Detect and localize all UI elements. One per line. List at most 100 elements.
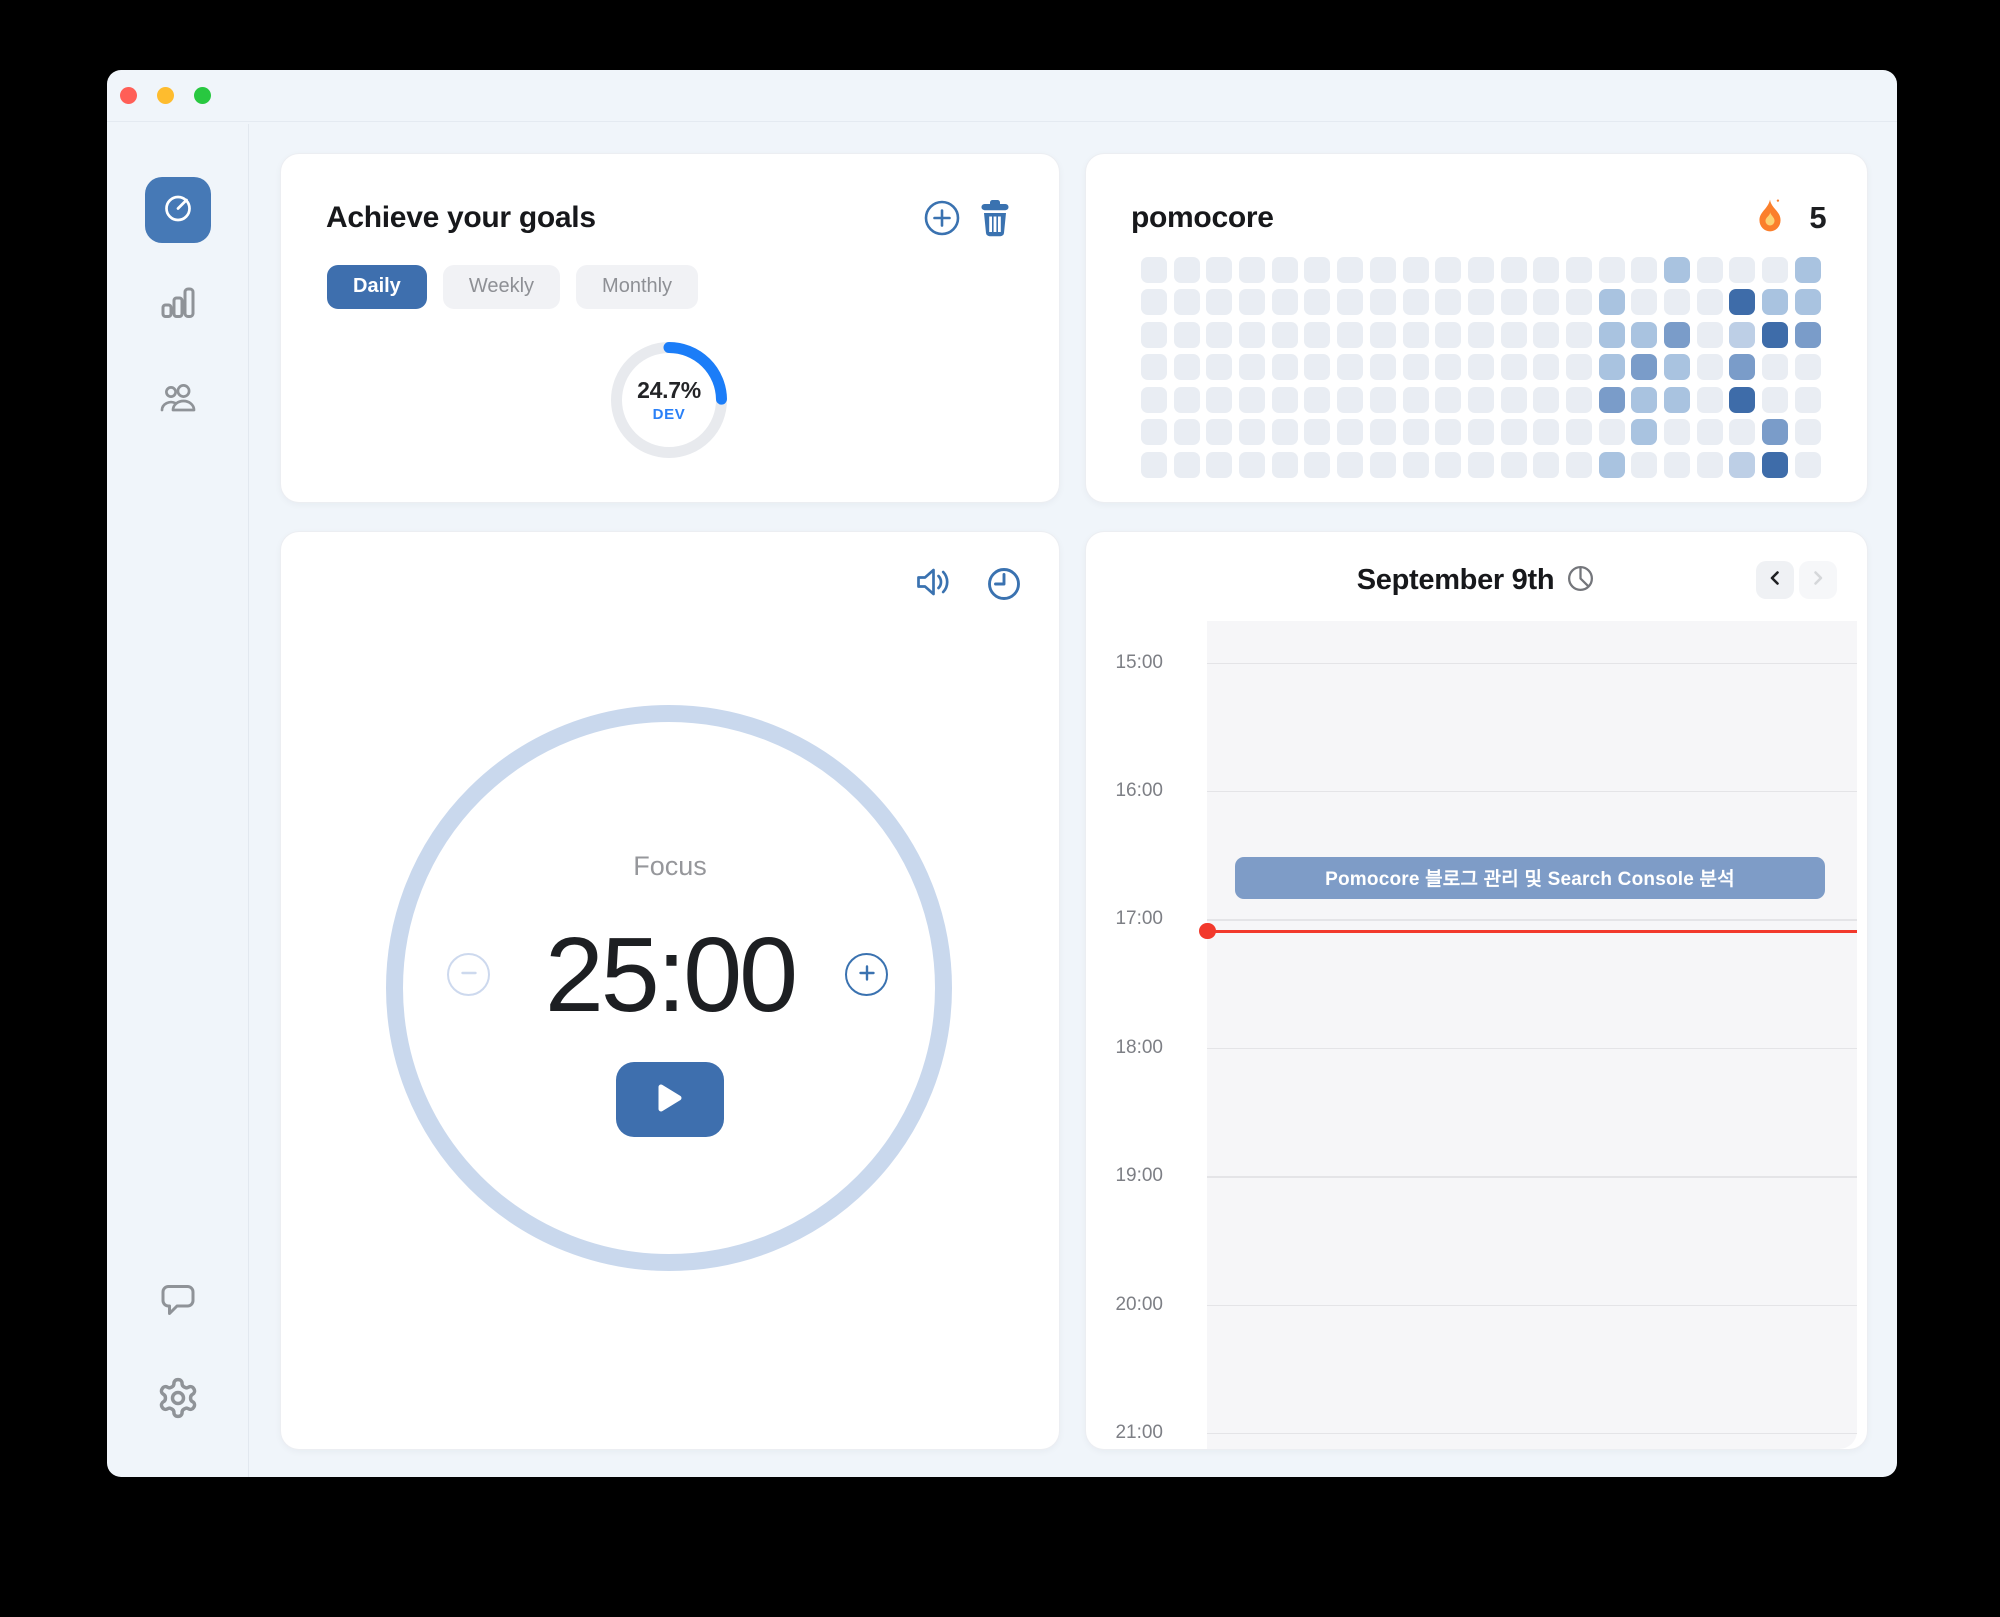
heatmap-cell bbox=[1239, 386, 1266, 413]
increase-time-button[interactable] bbox=[845, 952, 888, 996]
heatmap-cell bbox=[1435, 386, 1462, 413]
heatmap-cell bbox=[1533, 321, 1560, 348]
timer-history-button[interactable] bbox=[985, 565, 1023, 603]
stopwatch-icon bbox=[160, 189, 196, 230]
heatmap-cell bbox=[1435, 354, 1462, 381]
heatmap-cell bbox=[1631, 452, 1658, 479]
decrease-time-button[interactable] bbox=[447, 952, 490, 996]
next-day-button[interactable] bbox=[1799, 560, 1837, 599]
heatmap-cell bbox=[1500, 419, 1527, 446]
heatmap-cell bbox=[1304, 289, 1331, 316]
plus-icon bbox=[857, 963, 877, 986]
heatmap-cell bbox=[1762, 321, 1789, 348]
sidebar-item-timer[interactable] bbox=[144, 176, 211, 243]
heatmap-cell bbox=[1664, 256, 1690, 283]
heatmap-cell bbox=[1369, 354, 1396, 381]
time-label: 21:00 bbox=[1115, 1421, 1163, 1443]
heatmap-cell bbox=[1500, 321, 1527, 348]
heatmap-cell bbox=[1729, 419, 1756, 446]
streak-count: 5 bbox=[1809, 199, 1827, 235]
time-label: 15:00 bbox=[1115, 651, 1163, 673]
heatmap-cell bbox=[1598, 419, 1625, 446]
sidebar-item-settings[interactable] bbox=[156, 1376, 200, 1425]
heatmap-cell bbox=[1664, 289, 1690, 316]
heatmap-cell bbox=[1402, 419, 1429, 446]
heatmap-cell bbox=[1598, 321, 1625, 348]
heatmap-cell bbox=[1729, 452, 1756, 479]
heatmap-cell bbox=[1598, 452, 1625, 479]
heatmap-cell bbox=[1467, 386, 1494, 413]
close-window-button[interactable] bbox=[120, 87, 137, 104]
heatmap-cell bbox=[1467, 419, 1494, 446]
delete-goal-button[interactable] bbox=[977, 198, 1013, 238]
app-window: Achieve your goals bbox=[107, 70, 1897, 1477]
heatmap-cell bbox=[1467, 321, 1494, 348]
add-goal-button[interactable] bbox=[923, 199, 961, 237]
heatmap-cell bbox=[1435, 289, 1462, 316]
heatmap-cell bbox=[1664, 452, 1690, 479]
hour-gridline bbox=[1207, 790, 1857, 793]
timer-card: Focus 25:00 bbox=[281, 531, 1059, 1449]
heatmap-cell bbox=[1271, 321, 1298, 348]
tab-weekly[interactable]: Weekly bbox=[442, 264, 561, 309]
heatmap-cell bbox=[1304, 419, 1331, 446]
tab-monthly[interactable]: Monthly bbox=[576, 264, 699, 309]
heatmap-cell bbox=[1533, 256, 1560, 283]
heatmap-cell bbox=[1206, 354, 1233, 381]
clock-icon bbox=[985, 565, 1023, 606]
heatmap-cell bbox=[1369, 256, 1396, 283]
heatmap-cell bbox=[1598, 386, 1625, 413]
heatmap-cell bbox=[1729, 256, 1756, 283]
heatmap-cell bbox=[1533, 354, 1560, 381]
window-body: Achieve your goals bbox=[107, 123, 1897, 1477]
sidebar-item-friends[interactable] bbox=[157, 380, 199, 423]
sound-toggle-button[interactable] bbox=[915, 565, 953, 603]
zoom-window-button[interactable] bbox=[194, 87, 211, 104]
heatmap-cell bbox=[1337, 386, 1364, 413]
heatmap-cell bbox=[1762, 354, 1789, 381]
heatmap-cell bbox=[1271, 289, 1298, 316]
heatmap-cell bbox=[1304, 452, 1331, 479]
heatmap-cell bbox=[1533, 289, 1560, 316]
chevron-right-icon bbox=[1808, 568, 1828, 591]
start-timer-button[interactable] bbox=[616, 1061, 724, 1137]
heatmap-cell bbox=[1239, 354, 1266, 381]
time-label: 19:00 bbox=[1115, 1165, 1163, 1187]
heatmap-cell bbox=[1565, 452, 1592, 479]
heatmap-cell bbox=[1173, 419, 1200, 446]
heatmap-cell bbox=[1435, 321, 1462, 348]
minimize-window-button[interactable] bbox=[157, 87, 174, 104]
goal-percent: 24.7% bbox=[637, 376, 701, 403]
goal-progress-text: 24.7% DEV bbox=[607, 338, 731, 462]
goal-progress-arc bbox=[611, 341, 727, 458]
heatmap-cell bbox=[1304, 321, 1331, 348]
heatmap-cell bbox=[1696, 321, 1723, 348]
heatmap-cell bbox=[1631, 386, 1658, 413]
previous-day-button[interactable] bbox=[1756, 560, 1794, 599]
heatmap-cell bbox=[1337, 256, 1364, 283]
heatmap-cell bbox=[1369, 386, 1396, 413]
time-label: 17:00 bbox=[1115, 908, 1163, 930]
heatmap-cell bbox=[1467, 452, 1494, 479]
heatmap-cell bbox=[1565, 386, 1592, 413]
heatmap-cell bbox=[1206, 452, 1233, 479]
calendar-event[interactable]: Pomocore 블로그 관리 및 Search Console 분석 bbox=[1235, 856, 1825, 899]
sidebar-item-feedback[interactable] bbox=[158, 1282, 198, 1323]
heatmap-cell bbox=[1141, 354, 1167, 381]
heatmap-cell bbox=[1794, 321, 1821, 348]
heatmap-cell bbox=[1762, 386, 1789, 413]
heatmap-cell bbox=[1239, 321, 1266, 348]
heatmap-cell bbox=[1304, 256, 1331, 283]
heatmap-cell bbox=[1762, 256, 1789, 283]
heatmap-cell bbox=[1696, 354, 1723, 381]
hour-gridline bbox=[1207, 919, 1857, 921]
heatmap-cell bbox=[1402, 386, 1429, 413]
heatmap-cell bbox=[1729, 321, 1756, 348]
goals-card-title: Achieve your goals bbox=[326, 200, 596, 234]
tab-daily[interactable]: Daily bbox=[327, 264, 427, 309]
goals-card: Achieve your goals bbox=[281, 153, 1059, 502]
heatmap-cell bbox=[1206, 289, 1233, 316]
streak-card: pomocore 5 bbox=[1086, 153, 1867, 502]
heatmap-cell bbox=[1369, 321, 1396, 348]
sidebar-item-stats[interactable] bbox=[158, 284, 198, 327]
